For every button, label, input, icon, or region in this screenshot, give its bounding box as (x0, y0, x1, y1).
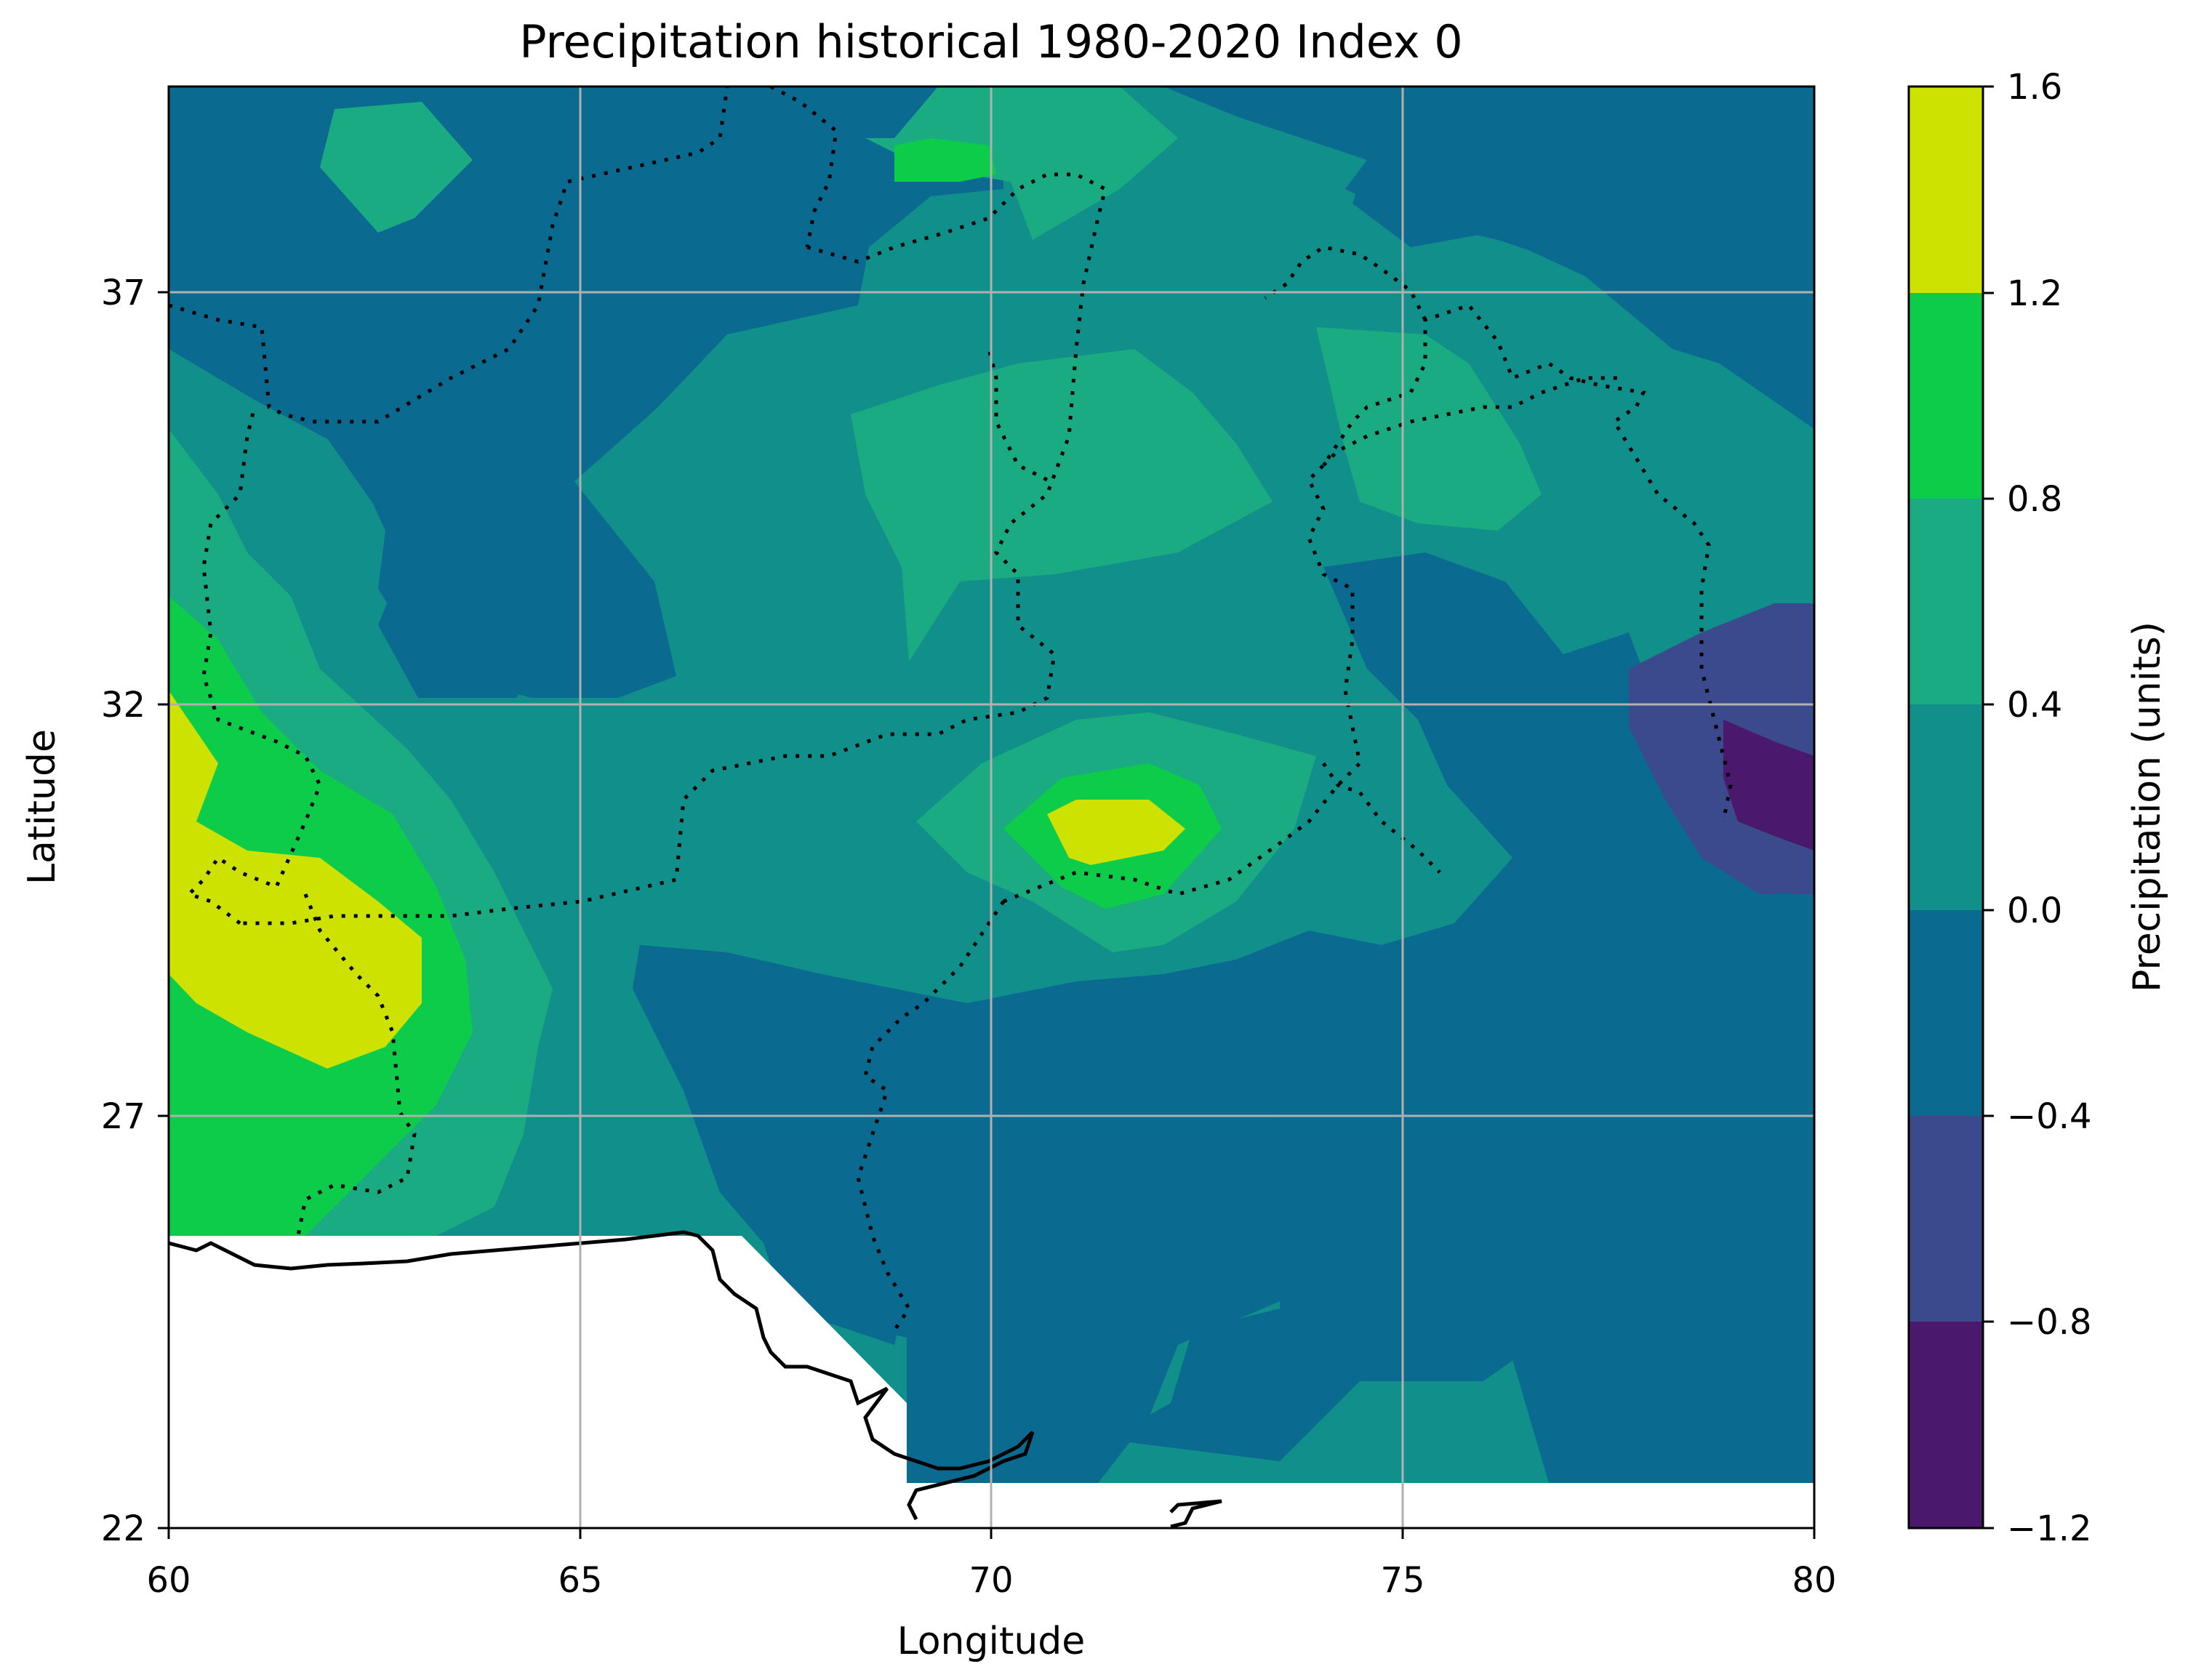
colorbar-band-12-16 (1909, 87, 1983, 293)
map-area (169, 87, 1814, 1528)
y-tick-label-32: 32 (101, 685, 145, 726)
contour-band-neg04-0-south (633, 945, 1294, 1483)
colorbar-band-neg08-neg04 (1909, 1116, 1983, 1322)
colorbar-tick-label: 1.6 (2007, 67, 2062, 108)
contour-band-12-16-center (1047, 800, 1185, 865)
colorbar-tick-label: −0.8 (2007, 1302, 2092, 1343)
x-tick-label-65: 65 (558, 1560, 602, 1601)
colorbar-tick-label: −1.2 (2007, 1508, 2092, 1549)
contour-band-04-08-central (851, 349, 1273, 662)
contour-band-neg12-neg08 (1723, 720, 1814, 851)
colorbar-band-08-12 (1909, 293, 1983, 499)
y-tick-label-37: 37 (101, 273, 145, 313)
colorbar-tick-label: 1.2 (2007, 273, 2062, 314)
y-axis-label: Latitude (20, 729, 64, 885)
colorbar-band-04-08 (1909, 499, 1983, 704)
colorbar-frame (1907, 85, 1984, 1530)
y-tick-label-27: 27 (101, 1096, 145, 1137)
contour-band-neg04-0-inner-north (169, 87, 938, 698)
colorbar-band-0-04 (1909, 704, 1983, 910)
x-tick-label-60: 60 (146, 1560, 191, 1601)
colorbar-band-neg04-0 (1909, 910, 1983, 1116)
coastline (169, 1230, 1222, 1528)
contour-band-04-08-north (865, 87, 1178, 240)
colorbar-tick-label: −0.4 (2007, 1096, 2092, 1137)
y-tick-label-22: 22 (101, 1508, 145, 1549)
x-tick-label-80: 80 (1792, 1560, 1836, 1601)
colorbar-label: Precipitation (units) (2125, 622, 2169, 992)
x-axis-label: Longitude (897, 1620, 1086, 1663)
contour-band-12-16-west (169, 691, 422, 1069)
colorbar-tick-label: 0.0 (2007, 891, 2062, 931)
colorbar-band-neg12-neg08 (1909, 1322, 1983, 1528)
chart-title: Precipitation historical 1980-2020 Index… (519, 15, 1463, 68)
colorbar: 1.6 1.2 0.8 0.4 0.0 −0.4 −0.8 −1.2 Preci… (1907, 67, 2169, 1549)
contour-band-08-12-north (894, 138, 996, 182)
x-axis: 60 65 70 75 80 Longitude (146, 1528, 1837, 1663)
colorbar-tick-label: 0.8 (2007, 479, 2062, 520)
contour-band-04-08-northwest (320, 102, 473, 233)
contour-band-04-08-east (1316, 327, 1542, 531)
grid-lines (169, 87, 1814, 1528)
x-tick-label-70: 70 (969, 1560, 1013, 1601)
country-borders (169, 87, 1733, 1332)
x-tick-label-75: 75 (1380, 1560, 1424, 1601)
contour-band-neg04-0-northeast (1163, 87, 1814, 429)
colorbar-tick-label: 0.4 (2007, 685, 2062, 726)
y-axis: 37 32 27 22 Latitude (20, 273, 169, 1549)
